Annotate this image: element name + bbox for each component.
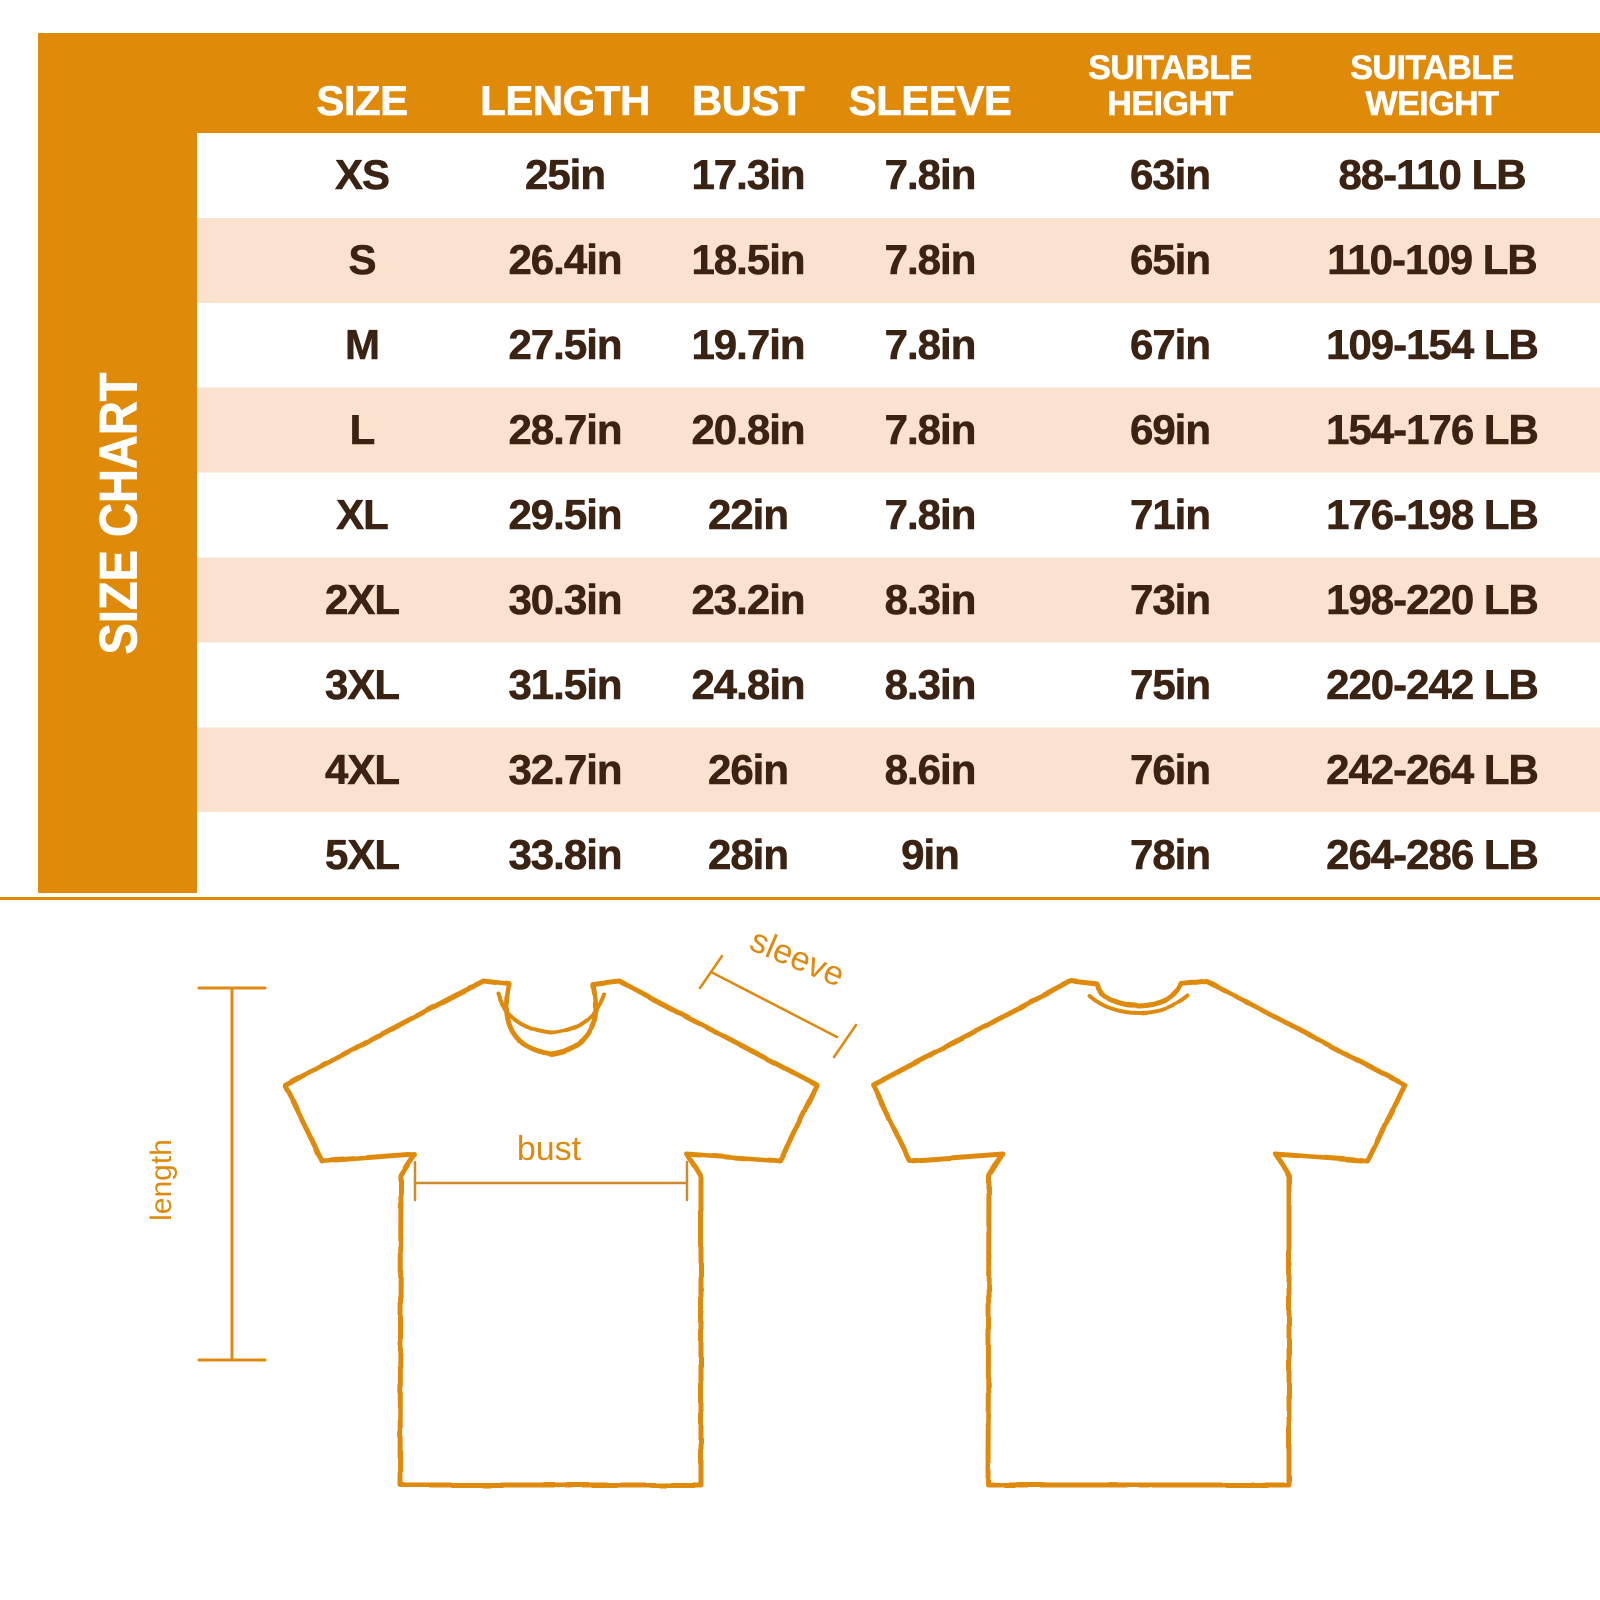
svg-text:length: length: [145, 1139, 178, 1221]
svg-text:sleeve: sleeve: [745, 921, 850, 994]
svg-text:bust: bust: [517, 1130, 582, 1168]
